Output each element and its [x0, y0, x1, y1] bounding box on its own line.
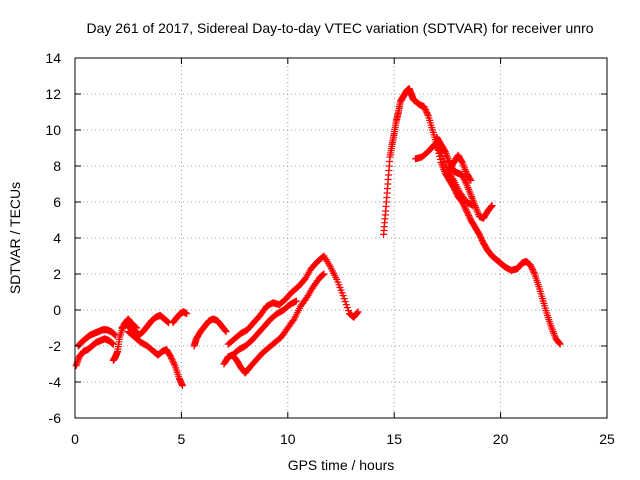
y-tick-label: -2: [49, 338, 62, 354]
x-tick-label: 25: [599, 431, 615, 447]
data-point: [421, 104, 429, 112]
data-point: [555, 339, 563, 347]
data-point: [183, 310, 191, 318]
series-arc-9: [224, 252, 362, 348]
data-point: [477, 233, 485, 241]
data-point: [528, 264, 536, 272]
data-point: [178, 382, 186, 390]
data-point: [342, 301, 350, 309]
data-point: [292, 297, 300, 305]
data-point: [464, 210, 472, 218]
data-point: [476, 232, 484, 240]
grid: [75, 58, 607, 418]
data-point: [526, 261, 534, 269]
data-point: [465, 212, 473, 219]
data-points: [72, 85, 564, 390]
y-tick-label: 4: [53, 230, 61, 246]
data-point: [529, 266, 537, 273]
y-tick-label: 0: [53, 302, 61, 318]
series-arc-11: [380, 85, 564, 348]
data-point: [530, 269, 538, 276]
series-arc-12: [411, 140, 477, 210]
series-arc-8: [220, 270, 328, 377]
series-arc-5: [124, 328, 186, 390]
data-point: [487, 203, 495, 210]
data-point: [421, 106, 429, 114]
series-arc-1: [72, 335, 117, 370]
data-point: [353, 309, 361, 317]
series-arc-2: [74, 326, 119, 350]
data-point: [462, 179, 470, 186]
y-tick-label: 8: [53, 158, 61, 174]
x-axis-title: GPS time / hours: [288, 457, 395, 473]
data-point: [527, 263, 535, 270]
data-point: [488, 202, 496, 210]
y-tick-label: 2: [53, 266, 61, 282]
data-point: [461, 204, 469, 212]
series-arc-7: [190, 315, 230, 350]
data-point: [478, 236, 486, 244]
y-tick-labels: -6 -4 -2 0 2 4 6 8 10 12 14: [45, 50, 61, 426]
data-point: [170, 359, 178, 367]
data-point: [465, 213, 473, 221]
data-point: [343, 304, 351, 312]
data-point: [420, 103, 428, 111]
data-point: [529, 267, 537, 275]
y-axis-title: SDTVAR / TECUs: [7, 182, 23, 294]
data-point: [344, 307, 352, 315]
data-point: [422, 107, 430, 115]
data-point: [354, 308, 362, 316]
series-arc-4: [118, 311, 173, 339]
data-point: [441, 146, 449, 154]
data-point: [458, 157, 466, 165]
data-point: [222, 328, 230, 336]
data-point: [339, 292, 347, 300]
data-point: [460, 203, 468, 210]
data-point: [462, 206, 470, 213]
series-arc-6: [169, 308, 191, 327]
data-point: [221, 327, 229, 335]
y-tick-label: 14: [45, 50, 61, 66]
x-tick-labels: 0 5 10 15 20 25: [71, 431, 615, 447]
y-tick-label: -4: [49, 374, 62, 390]
data-point: [475, 230, 483, 238]
data-point: [556, 340, 564, 348]
data-point: [168, 356, 176, 364]
data-point: [289, 317, 297, 324]
x-tick-label: 20: [493, 431, 509, 447]
data-point: [340, 295, 348, 303]
data-point: [341, 298, 349, 306]
data-point: [170, 360, 178, 368]
chart-title: Day 261 of 2017, Sidereal Day-to-day VTE…: [86, 20, 593, 36]
data-point: [466, 175, 474, 183]
data-point: [167, 353, 175, 361]
y-tick-label: 10: [45, 122, 61, 138]
x-tick-label: 10: [280, 431, 296, 447]
data-point: [167, 354, 175, 362]
x-tick-label: 15: [386, 431, 402, 447]
data-point: [463, 207, 471, 215]
data-point: [423, 109, 431, 117]
data-point: [320, 270, 328, 278]
data-point: [424, 110, 432, 118]
axis-ticks: [74, 57, 608, 419]
data-point: [467, 176, 475, 184]
data-point: [477, 235, 485, 243]
series-arc-14: [446, 151, 475, 184]
data-point: [169, 357, 177, 365]
y-tick-label: 12: [45, 86, 61, 102]
y-tick-label: 6: [53, 194, 61, 210]
data-point: [463, 209, 471, 216]
x-tick-label: 0: [71, 431, 79, 447]
y-tick-label: -6: [49, 410, 62, 426]
series-arc-10: [228, 297, 300, 359]
x-tick-label: 5: [178, 431, 186, 447]
